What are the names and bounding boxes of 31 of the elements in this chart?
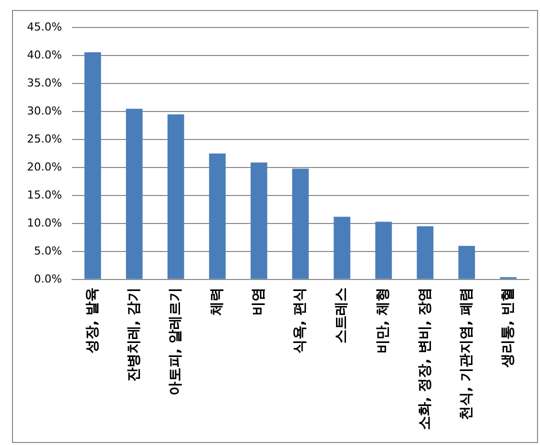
bar: [84, 52, 102, 279]
x-tick-label: 식욕, 편식: [292, 287, 308, 354]
y-tick-label: 25.0%: [26, 132, 62, 146]
bar: [126, 108, 143, 279]
x-tick-label: 소화, 정장, 변비, 장염: [416, 287, 433, 430]
y-tick-label: 30.0%: [26, 104, 62, 118]
x-tick-label: 비만, 체형: [375, 287, 392, 354]
bar: [292, 168, 309, 279]
y-tick-label: 15.0%: [26, 188, 62, 202]
x-tick-label: 천식, 기관지염, 폐렴: [458, 287, 474, 420]
bar: [416, 226, 434, 279]
bar: [168, 114, 184, 279]
x-tick-label: 잔병치레, 감기: [126, 287, 142, 382]
bar: [250, 162, 268, 279]
x-tick-label: 아토피, 알레르기: [167, 287, 184, 396]
y-tick-label: 10.0%: [26, 216, 62, 230]
bar: [334, 216, 350, 279]
x-tick-label: 스트레스: [334, 287, 350, 344]
y-tick-label: 40.0%: [26, 48, 62, 62]
y-tick-label: 5.0%: [34, 244, 62, 258]
y-tick-label: 0.0%: [34, 272, 62, 286]
bar: [458, 246, 475, 279]
x-tick-label: 생리통, 빈혈: [500, 287, 516, 369]
x-tick-label: 체력: [209, 287, 226, 316]
y-tick-label: 45.0%: [26, 20, 62, 34]
y-tick-label: 35.0%: [26, 76, 62, 90]
y-tick-label: 20.0%: [26, 160, 62, 174]
bar: [209, 154, 226, 279]
x-tick-label: 비염: [250, 287, 267, 316]
x-tick-label: 성장, 발육: [84, 287, 100, 354]
bar: [375, 222, 392, 279]
